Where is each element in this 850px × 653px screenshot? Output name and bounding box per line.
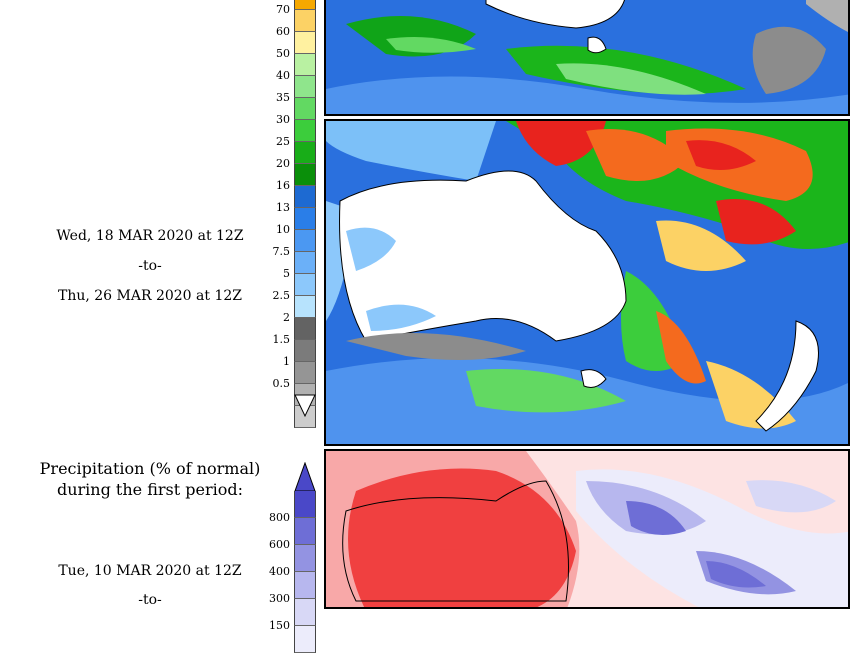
pct-colorbar-swatch (294, 491, 316, 518)
precip-colorbar-tick-label: 70 (276, 3, 290, 16)
precip-colorbar-tick-label: 60 (276, 25, 290, 38)
pct-colorbar-swatch (294, 545, 316, 572)
precip-colorbar-swatch (294, 54, 316, 76)
precip-colorbar-tick-label: 13 (276, 201, 290, 214)
precip-colorbar-tick-label: 35 (276, 91, 290, 104)
period-end-date: Thu, 26 MAR 2020 at 12Z (57, 288, 243, 304)
precip-colorbar-tick-label: 16 (276, 179, 290, 192)
pct-normal-heading-line2: during the first period: (56, 480, 244, 499)
precip-colorbar-swatch (294, 0, 316, 10)
precip-colorbar-tick-label: 2.5 (272, 289, 291, 302)
precip-colorbar-tick-label: 20 (276, 157, 290, 170)
precip-colorbar-swatch (294, 340, 316, 362)
precip-colorbar-tick-label: 0.5 (272, 377, 291, 390)
precip-colorbar-swatch (294, 208, 316, 230)
precip-colorbar-tick-label: 30 (276, 113, 290, 126)
precip-colorbar-tick-label: 1.5 (272, 333, 291, 346)
precip-colorbar-swatch (294, 142, 316, 164)
precip-colorbar-swatch (294, 318, 316, 340)
pct-colorbar-tick-label: 150 (269, 619, 290, 632)
precip-colorbar-swatch (294, 230, 316, 252)
precip-colorbar-swatch (294, 76, 316, 98)
pct-colorbar-tick-label: 400 (269, 565, 290, 578)
precip-colorbar-tick-label: 40 (276, 69, 290, 82)
precip-colorbar: 8070605040353025201613107.552.521.510.5 (250, 0, 320, 428)
pct-colorbar-swatch (294, 572, 316, 599)
pct-colorbar: 800 600 400 300 150 (250, 462, 320, 653)
pct-colorbar-swatch (294, 599, 316, 626)
pct-normal-heading-line1: Precipitation (% of normal) (39, 459, 261, 478)
precip-colorbar-swatch (294, 296, 316, 318)
precip-map-top-strip (324, 0, 850, 116)
first-period-separator: -to- (138, 592, 162, 608)
precip-map-middle (324, 119, 850, 446)
pct-colorbar-top-arrow (294, 462, 316, 492)
precip-colorbar-swatch (294, 10, 316, 32)
precip-colorbar-swatch (294, 362, 316, 384)
precip-colorbar-swatch (294, 98, 316, 120)
precip-colorbar-swatch (294, 164, 316, 186)
first-period-start-date: Tue, 10 MAR 2020 at 12Z (58, 563, 242, 579)
period-separator: -to- (138, 258, 162, 274)
precip-colorbar-swatch (294, 32, 316, 54)
precip-colorbar-swatch (294, 120, 316, 142)
colorbar-end-arrow (294, 394, 316, 418)
pct-colorbar-tick-label: 300 (269, 592, 290, 605)
precip-colorbar-tick-label: 1 (283, 355, 290, 368)
precip-colorbar-tick-label: 7.5 (272, 245, 291, 258)
precip-colorbar-tick-label: 2 (283, 311, 290, 324)
precip-colorbar-tick-label: 5 (283, 267, 290, 280)
precip-colorbar-tick-label: 25 (276, 135, 290, 148)
pct-colorbar-swatch (294, 518, 316, 545)
period-start-date: Wed, 18 MAR 2020 at 12Z (56, 228, 244, 244)
pct-normal-map (324, 449, 850, 609)
pct-normal-heading: Precipitation (% of normal) during the f… (5, 458, 295, 500)
precip-colorbar-tick-label: 50 (276, 47, 290, 60)
precip-colorbar-swatch (294, 274, 316, 296)
precip-colorbar-swatch (294, 186, 316, 208)
precip-colorbar-swatch (294, 252, 316, 274)
pct-colorbar-swatch (294, 626, 316, 653)
pct-colorbar-tick-label: 800 (269, 511, 290, 524)
pct-colorbar-tick-label: 600 (269, 538, 290, 551)
precip-colorbar-tick-label: 10 (276, 223, 290, 236)
